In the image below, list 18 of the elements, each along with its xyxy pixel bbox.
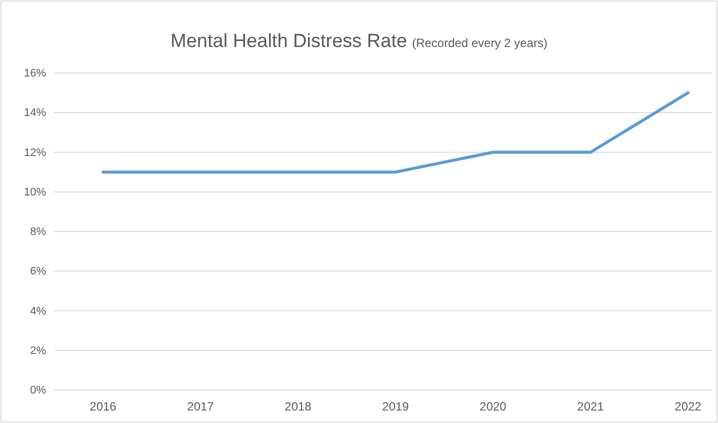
x-tick-label: 2020 <box>480 400 507 414</box>
y-tick-label: 2% <box>30 344 46 357</box>
y-tick-label: 4% <box>30 305 46 318</box>
y-tick-label: 12% <box>24 146 46 159</box>
y-tick-label: 0% <box>30 384 46 397</box>
y-tick-label: 8% <box>30 226 46 238</box>
x-tick-label: 2022 <box>674 400 702 414</box>
y-tick-label: 10% <box>24 186 46 198</box>
x-tick-label: 2019 <box>382 400 410 414</box>
x-tick-label: 2018 <box>284 400 312 414</box>
x-tick-label: 2021 <box>577 400 604 414</box>
chart-title: Mental Health Distress Rate <box>170 31 408 52</box>
y-tick-label: 16% <box>24 68 46 80</box>
y-tick-label: 14% <box>24 107 46 120</box>
chart-subtitle: (Recorded every 2 years) <box>412 36 548 50</box>
x-tick-label: 2016 <box>90 400 117 414</box>
x-tick-label: 2017 <box>187 400 214 414</box>
y-tick-label: 6% <box>30 266 46 278</box>
